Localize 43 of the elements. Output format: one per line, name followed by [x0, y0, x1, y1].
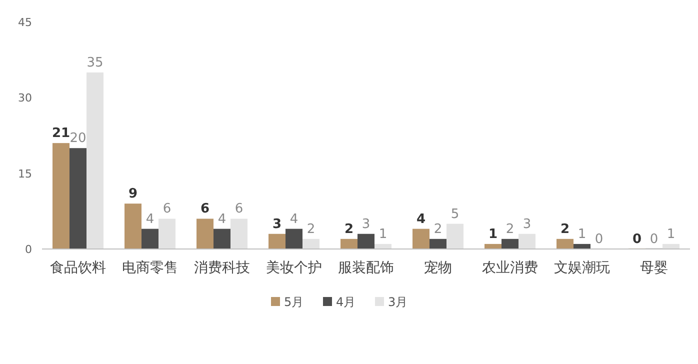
- data-label: 1: [666, 226, 676, 242]
- data-label: 2: [560, 222, 570, 237]
- data-label: 0: [594, 232, 604, 247]
- data-label: 20: [70, 131, 86, 146]
- data-label: 2: [506, 222, 514, 237]
- data-label: 4: [416, 212, 426, 227]
- x-tick-label: 母婴: [640, 260, 668, 276]
- data-label: 35: [86, 55, 104, 70]
- y-tick-label: 30: [18, 92, 32, 105]
- data-label: 2: [434, 222, 442, 237]
- data-label: 6: [200, 202, 210, 217]
- x-tick-label: 服装配饰: [338, 260, 394, 276]
- y-tick-label: 45: [18, 16, 32, 29]
- data-label: 4: [218, 212, 226, 227]
- data-label: 5: [450, 206, 460, 222]
- data-label: 4: [146, 212, 154, 227]
- data-label: 1: [578, 226, 586, 242]
- data-label: 3: [522, 216, 532, 232]
- x-tick-label: 美妆个护: [266, 260, 322, 276]
- legend-label: 5月: [284, 295, 304, 309]
- data-label: 0: [650, 232, 658, 247]
- data-label: 1: [488, 226, 498, 242]
- data-label: 21: [52, 126, 70, 142]
- data-label: 4: [290, 212, 298, 227]
- data-label: 3: [272, 216, 282, 232]
- x-tick-label: 消费科技: [194, 260, 250, 276]
- data-label: 6: [234, 202, 244, 217]
- x-tick-label: 食品饮料: [50, 260, 106, 276]
- data-label: 2: [306, 222, 316, 237]
- x-tick-label: 文娱潮玩: [554, 260, 610, 276]
- x-tick-label: 农业消费: [482, 260, 538, 276]
- data-label: 6: [162, 202, 172, 217]
- x-tick-label: 电商零售: [122, 260, 178, 276]
- data-label: 2: [344, 222, 354, 237]
- data-label: 3: [362, 216, 370, 232]
- legend-label: 3月: [388, 295, 408, 309]
- data-label: 0: [632, 232, 642, 247]
- data-label: 9: [128, 186, 138, 202]
- x-tick-label: 宠物: [424, 260, 452, 276]
- y-tick-label: 0: [25, 243, 32, 256]
- data-label: 1: [378, 226, 388, 242]
- legend-label: 4月: [336, 295, 356, 309]
- y-tick-label: 15: [18, 167, 32, 180]
